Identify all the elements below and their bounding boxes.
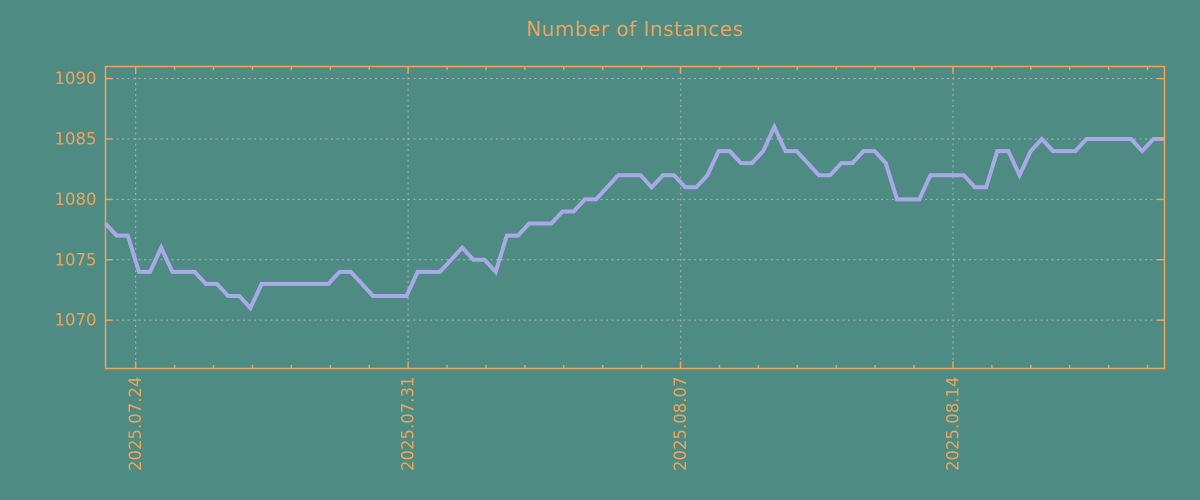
y-tick-label: 1075: [55, 250, 97, 269]
x-tick-label: 2025.07.31: [399, 377, 418, 471]
x-tick-label: 2025.07.24: [126, 377, 145, 471]
data-line-series-instances: [104, 122, 1165, 312]
y-tick-label: 1070: [55, 311, 97, 330]
plot-border: [104, 65, 1166, 370]
y-tick-label: 1090: [55, 69, 97, 88]
y-tick-label: 1080: [55, 190, 97, 209]
y-tick-label: 1085: [55, 129, 97, 148]
chart-title: Number of Instances: [526, 17, 744, 41]
x-tick-label: 2025.08.07: [671, 377, 690, 471]
x-tick-label: 2025.08.14: [944, 377, 963, 471]
